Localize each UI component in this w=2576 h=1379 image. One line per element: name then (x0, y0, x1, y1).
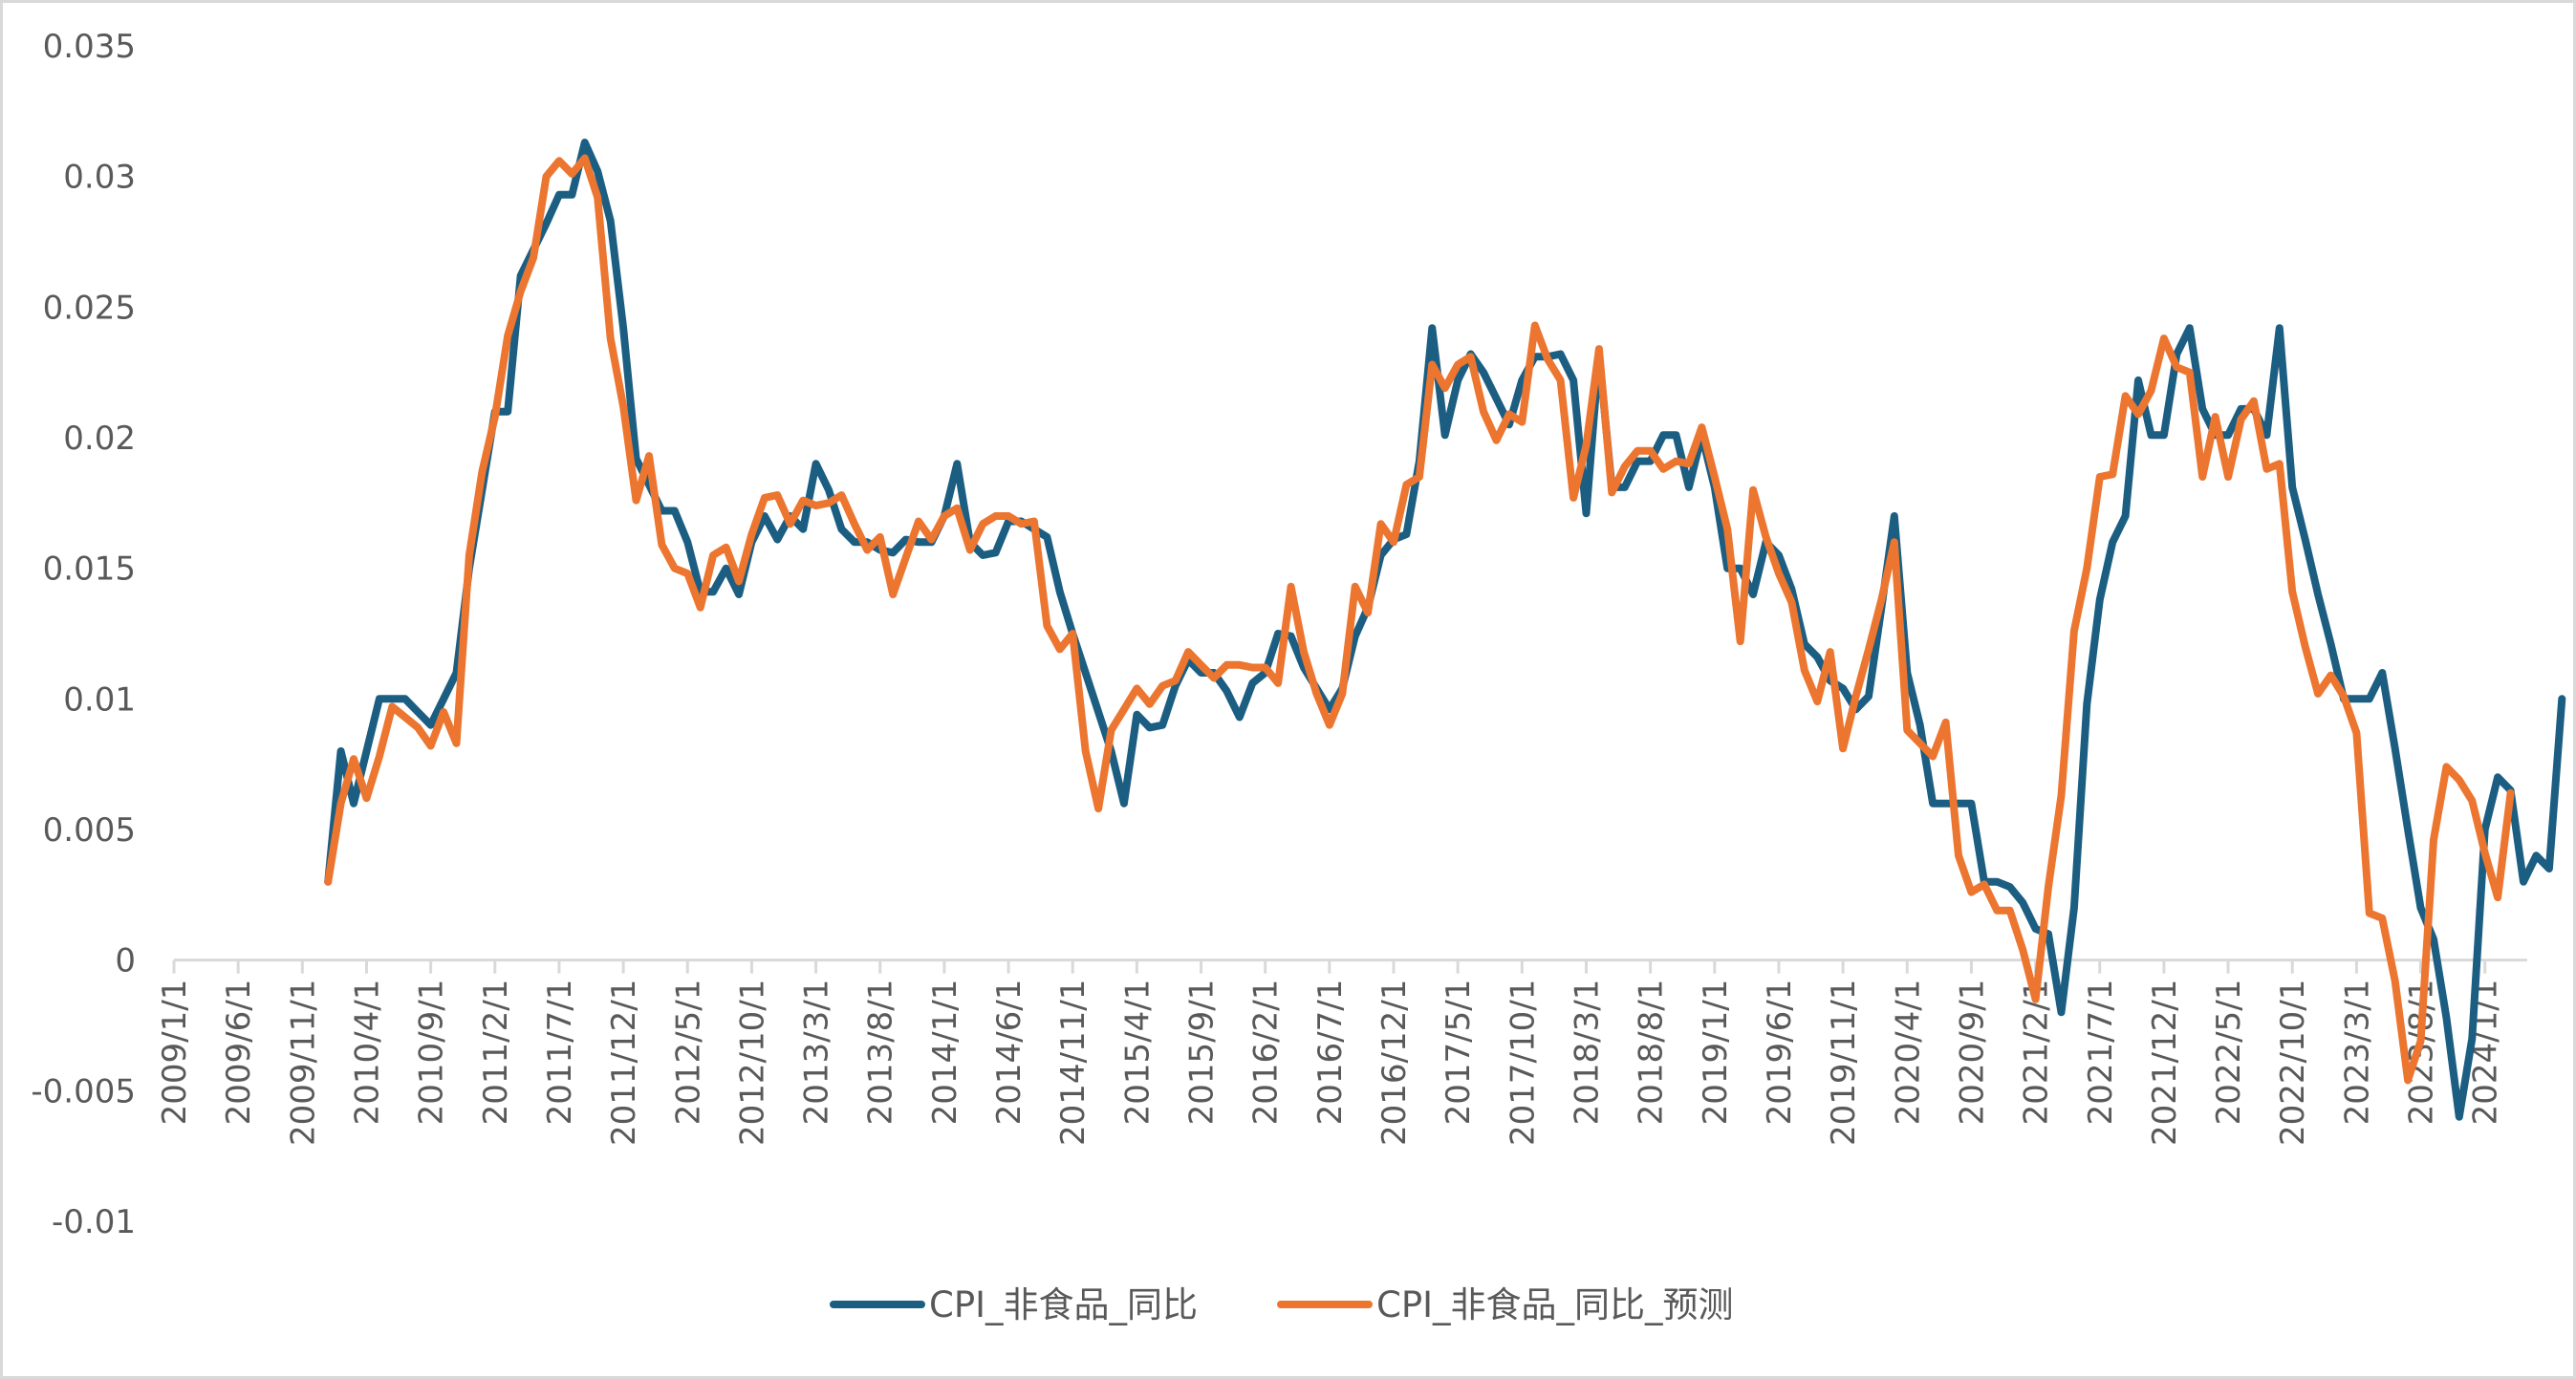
y-tick-label: 0.015 (43, 550, 136, 589)
x-tick-label: 2009/6/1 (220, 980, 258, 1126)
x-tick-label: 2011/7/1 (541, 980, 579, 1126)
x-tick-label: 2020/9/1 (1953, 980, 1991, 1126)
x-axis-tick-labels: 2009/1/1 2009/6/1 2009/11/1 2010/4/1 2010/9/… (156, 980, 2505, 1146)
x-tick-label: 2021/7/1 (2082, 980, 2120, 1126)
x-tick-label: 2016/2/1 (1247, 980, 1286, 1126)
legend-label-2: CPI_非食品_同比_预测 (1376, 1284, 1734, 1325)
x-tick-label: 2018/3/1 (1568, 980, 1606, 1126)
x-tick-label: 2018/8/1 (1633, 980, 1671, 1126)
x-tick-label: 2009/11/1 (284, 980, 322, 1146)
y-tick-label: 0.03 (63, 159, 136, 197)
y-axis-tick-labels: -0.01 -0.005 0 0.005 0.01 0.015 0.02 0.025 0.03 0… (31, 28, 136, 1241)
x-axis-tick-marks (172, 959, 2487, 974)
x-tick-label: 2021/12/1 (2146, 980, 2184, 1146)
x-tick-label: 2022/5/1 (2210, 980, 2248, 1126)
y-tick-label: 0.02 (63, 420, 136, 458)
x-tick-label: 2013/3/1 (798, 980, 836, 1126)
x-tick-label: 2012/5/1 (669, 980, 707, 1126)
y-tick-label: 0.01 (63, 680, 136, 719)
x-tick-label: 2014/1/1 (926, 980, 964, 1126)
x-tick-label: 2023/3/1 (2338, 980, 2376, 1126)
x-tick-label: 2017/10/1 (1504, 980, 1542, 1146)
x-tick-label: 2011/2/1 (477, 980, 515, 1126)
y-tick-label: 0.035 (43, 28, 136, 66)
y-tick-label: -0.01 (52, 1203, 136, 1241)
x-tick-label: 2021/2/1 (2018, 980, 2056, 1126)
x-tick-label: 2015/4/1 (1118, 980, 1157, 1126)
x-tick-label: 2009/1/1 (156, 980, 194, 1126)
x-tick-label: 2016/7/1 (1311, 980, 1350, 1126)
legend-label-1: CPI_非食品_同比 (929, 1284, 1198, 1325)
x-tick-label: 2022/10/1 (2274, 980, 2312, 1146)
y-tick-label: 0.025 (43, 289, 136, 327)
series-lines (324, 139, 2566, 1121)
x-tick-label: 2012/10/1 (733, 980, 771, 1146)
y-tick-label: 0 (115, 942, 136, 980)
x-tick-label: 2011/12/1 (605, 980, 643, 1146)
x-tick-label: 2013/8/1 (862, 980, 900, 1126)
x-tick-label: 2019/1/1 (1697, 980, 1735, 1126)
x-tick-label: 2017/5/1 (1440, 980, 1478, 1126)
x-tick-label: 2014/6/1 (990, 980, 1028, 1126)
x-tick-label: 2014/11/1 (1054, 980, 1093, 1146)
x-tick-label: 2015/9/1 (1183, 980, 1222, 1126)
x-tick-label: 2019/6/1 (1761, 980, 1799, 1126)
y-tick-label: 0.005 (43, 811, 136, 850)
x-tick-label: 2010/4/1 (348, 980, 386, 1126)
legend: CPI_非食品_同比 CPI_非食品_同比_预测 (830, 1284, 1734, 1325)
x-tick-label: 2016/12/1 (1375, 980, 1414, 1146)
x-tick-label: 2020/4/1 (1889, 980, 1927, 1126)
x-tick-label: 2010/9/1 (413, 980, 451, 1126)
series-line-2 (324, 154, 2515, 1085)
x-tick-label: 2019/11/1 (1825, 980, 1863, 1146)
y-tick-label: -0.005 (31, 1072, 136, 1110)
